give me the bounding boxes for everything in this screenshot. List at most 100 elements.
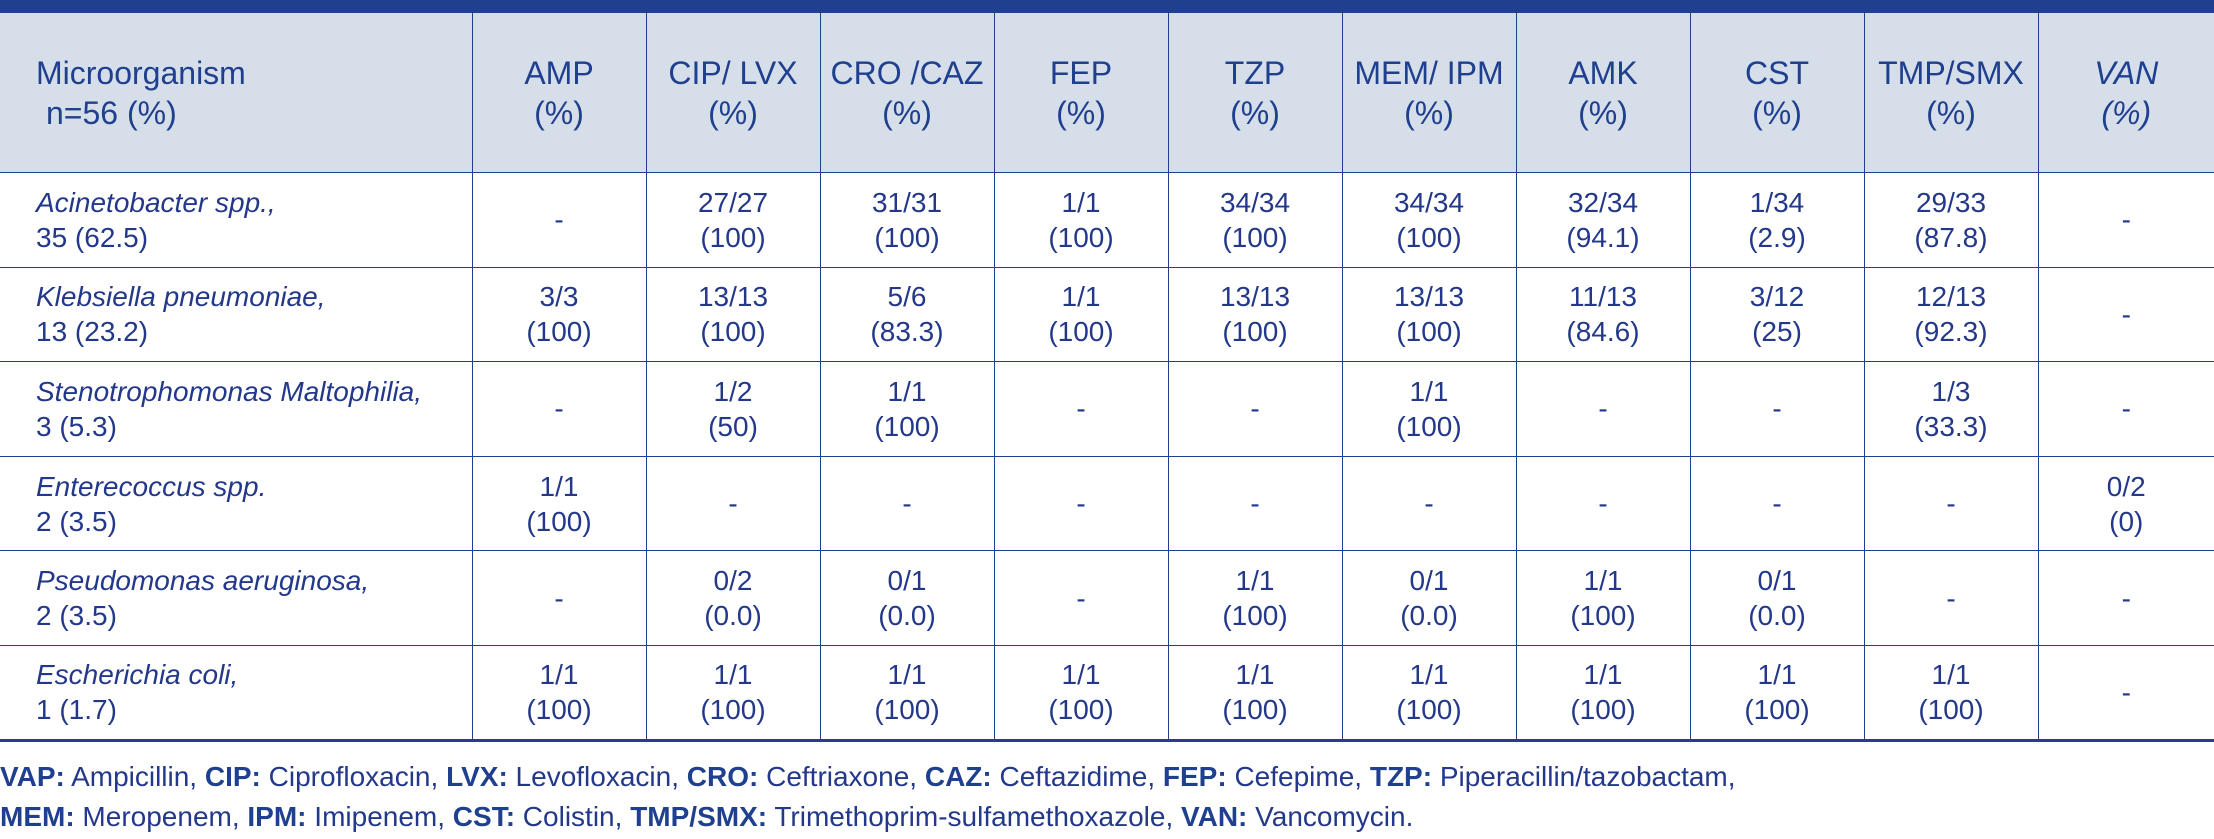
- table-row: Escherichia coli, 1 (1.7) 1/1 (100) 1/1 (100)…: [0, 644, 2214, 742]
- cell-ratio: 0/2: [713, 565, 753, 597]
- cell-percent: (100): [1222, 316, 1288, 348]
- cell-percent: (100): [1570, 600, 1636, 632]
- cell-ratio: 3/12: [1749, 281, 1805, 313]
- organism-count: 3 (5.3): [36, 410, 117, 442]
- header-drug: TZP (%): [1167, 12, 1343, 173]
- susceptibility-cell: 1/1 (100): [1341, 361, 1517, 457]
- cell-ratio: 11/13: [1569, 281, 1637, 313]
- organism-cell: Klebsiella pneumoniae, 13 (23.2): [0, 266, 473, 363]
- susceptibility-cell: -: [1341, 455, 1517, 552]
- cell-percent: (87.8): [1914, 221, 1988, 253]
- susceptibility-cell: -: [1689, 361, 1865, 457]
- footnote-text: Cefepime,: [1226, 761, 1370, 792]
- cell-percent: (100): [1744, 694, 1810, 726]
- header-drug-unit: (%): [1056, 94, 1106, 131]
- cell-ratio: 13/13: [697, 281, 769, 313]
- cell-percent: (100): [874, 410, 940, 442]
- cell-percent: (0.0): [878, 600, 936, 632]
- susceptibility-cell: -: [645, 455, 821, 552]
- top-rule: [0, 0, 2214, 12]
- susceptibility-cell: 5/6 (83.3): [819, 266, 995, 363]
- header-drug-unit: (%): [882, 94, 932, 131]
- header-organism-title: Microorganism: [36, 54, 246, 91]
- organism-count: 2 (3.5): [36, 600, 117, 632]
- organism-count: 35 (62.5): [36, 221, 149, 253]
- susceptibility-cell: 3/3 (100): [471, 266, 647, 363]
- footnote-abbr: VAP:: [0, 761, 65, 792]
- cell-ratio: 3/3: [539, 281, 579, 313]
- abbreviation-footnote: VAP: Ampicillin, CIP: Ciprofloxacin, LVX…: [0, 757, 2214, 837]
- cell-ratio: -: [1076, 393, 1086, 425]
- header-drug-abbr: MEM/ IPM: [1354, 54, 1504, 91]
- footnote-abbr: FEP:: [1162, 761, 1227, 792]
- header-drug-abbr: AMK: [1568, 54, 1638, 91]
- cell-ratio: 1/1: [1409, 659, 1449, 691]
- table-row: Stenotrophomonas Maltophilia, 3 (5.3) - 1/2…: [0, 361, 2214, 457]
- susceptibility-cell: -: [471, 361, 647, 457]
- cell-ratio: -: [1598, 393, 1608, 425]
- table-row: Klebsiella pneumoniae, 13 (23.2) 3/3 (100) 1…: [0, 266, 2214, 363]
- susceptibility-cell: -: [2037, 644, 2214, 742]
- cell-percent: (100): [874, 221, 940, 253]
- organism-name: Klebsiella pneumoniae,: [36, 281, 326, 313]
- header-drug-unit: (%): [2101, 94, 2152, 131]
- header-drug-abbr: CIP/ LVX: [668, 54, 798, 91]
- table-row: Acinetobacter spp., 35 (62.5) -27/27 (100) 3…: [0, 172, 2214, 268]
- susceptibility-cell: 0/2 (0): [2037, 455, 2214, 552]
- cell-ratio: 1/1: [539, 659, 579, 691]
- cell-ratio: -: [2121, 298, 2131, 330]
- susceptibility-cell: -: [819, 455, 995, 552]
- susceptibility-cell: 1/1 (100): [819, 361, 995, 457]
- organism-name: Escherichia coli,: [36, 659, 239, 691]
- header-drug-abbr: AMP: [524, 54, 594, 91]
- cell-ratio: -: [1946, 488, 1956, 520]
- cell-percent: (100): [1048, 694, 1114, 726]
- susceptibility-cell: 1/1 (100): [645, 644, 821, 742]
- header-drug-abbr: VAN: [2094, 54, 2159, 91]
- cell-ratio: 1/1: [1061, 281, 1101, 313]
- cell-percent: (100): [1048, 221, 1114, 253]
- cell-ratio: -: [902, 488, 912, 520]
- cell-ratio: 1/1: [1409, 375, 1449, 407]
- susceptibility-cell: 0/1 (0.0): [819, 550, 995, 646]
- cell-percent: (100): [526, 505, 592, 537]
- susceptibility-cell: 34/34 (100): [1341, 172, 1517, 268]
- cell-percent: (100): [526, 316, 592, 348]
- cell-percent: (100): [1918, 694, 1984, 726]
- organism-cell: Escherichia coli, 1 (1.7): [0, 644, 473, 742]
- susceptibility-cell: 1/1 (100): [1167, 644, 1343, 742]
- susceptibility-cell: -: [1167, 455, 1343, 552]
- susceptibility-cell: -: [471, 550, 647, 646]
- susceptibility-cell: 13/13 (100): [1167, 266, 1343, 363]
- cell-ratio: 1/2: [713, 375, 753, 407]
- cell-ratio: -: [1598, 488, 1608, 520]
- cell-percent: (0.0): [704, 600, 762, 632]
- footnote-text: Vancomycin.: [1247, 801, 1414, 832]
- header-drug-unit: (%): [1926, 94, 1976, 131]
- cell-ratio: -: [728, 488, 738, 520]
- cell-ratio: 12/13: [1915, 281, 1987, 313]
- table-body: Acinetobacter spp., 35 (62.5) -27/27 (100) 3…: [0, 172, 2214, 742]
- header-drug-abbr: FEP: [1049, 54, 1113, 91]
- susceptibility-cell: -: [1863, 455, 2039, 552]
- cell-ratio: -: [1076, 488, 1086, 520]
- cell-ratio: 34/34: [1219, 186, 1291, 218]
- susceptibility-cell: 1/1 (100): [1515, 550, 1691, 646]
- cell-percent: (2.9): [1748, 221, 1806, 253]
- organism-cell: Enterecoccus spp. 2 (3.5): [0, 455, 473, 552]
- cell-percent: (0): [2109, 505, 2144, 537]
- cell-percent: (100): [700, 221, 766, 253]
- cell-percent: (100): [526, 694, 592, 726]
- cell-percent: (100): [1396, 316, 1462, 348]
- table-row: Pseudomonas aeruginosa, 2 (3.5) -0/2 (0.0) 0…: [0, 550, 2214, 646]
- cell-ratio: -: [1250, 488, 1260, 520]
- footnote-text: Meropenem,: [74, 801, 248, 832]
- susceptibility-cell: -: [1515, 361, 1691, 457]
- footnote-abbr: TZP:: [1369, 761, 1433, 792]
- footnote-abbr: CAZ:: [924, 761, 992, 792]
- susceptibility-cell: 12/13 (92.3): [1863, 266, 2039, 363]
- footnote-text: Piperacillin/tazobactam,: [1432, 761, 1736, 792]
- cell-percent: (25): [1752, 316, 1802, 348]
- footnote-text: Colistin,: [515, 801, 631, 832]
